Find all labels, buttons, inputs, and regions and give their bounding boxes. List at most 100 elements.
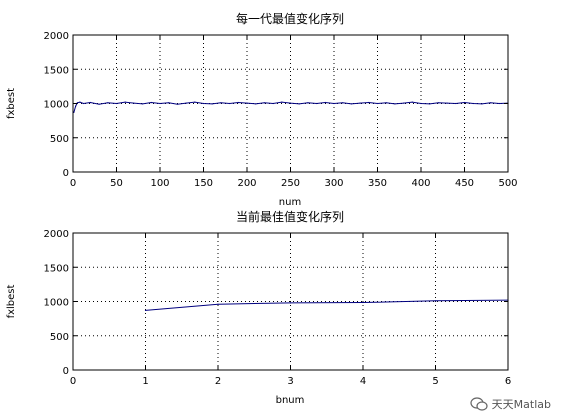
top-chart-series-line (73, 101, 509, 113)
bottom-chart-y-tick-label: 2000 (44, 229, 69, 240)
top-chart-x-ticks: 0 50 100 150 200 250 300 350 400 450 500 (70, 35, 518, 189)
bottom-chart-data-point (289, 302, 292, 304)
bottom-chart-x-tick-label: 0 (70, 376, 76, 387)
top-chart-data-point (281, 101, 283, 103)
top-chart-data-point (490, 102, 492, 104)
bottom-chart-series-line (145, 299, 509, 311)
top-chart-data-point (289, 102, 292, 104)
top-chart-x-tick-label: 450 (455, 178, 474, 189)
top-chart-data-point (185, 102, 187, 104)
top-chart-y-tick-label: 0 (63, 168, 69, 179)
top-chart-y-tick-label: 2000 (44, 31, 69, 42)
top-chart-data-point (481, 103, 483, 105)
top-chart-data-point (272, 102, 274, 105)
top-chart-data-point (437, 102, 439, 104)
top-chart-data-point (124, 101, 126, 103)
bottom-chart-y-tick-label: 500 (50, 332, 69, 343)
top-chart-y-tick-label: 500 (50, 134, 69, 145)
top-chart-x-tick-label: 250 (281, 178, 300, 189)
top-chart-data-point (368, 101, 370, 104)
top-chart-x-tick-label: 50 (110, 178, 123, 189)
bottom-chart-x-tick-label: 5 (432, 376, 438, 387)
bottom-chart-x-tick-label: 4 (360, 376, 366, 387)
top-chart-data-point (429, 103, 431, 105)
bottom-chart-x-ticks: 0 1 2 3 4 5 6 (70, 233, 511, 387)
top-chart-data-point (455, 102, 457, 105)
top-chart-x-tick-label: 300 (324, 178, 343, 189)
top-chart-y-tick-label: 1500 (44, 65, 69, 76)
top-chart: 每一代最值变化序列 0 50 100 150 200 250 300 350 400 450 500… (6, 11, 518, 208)
top-chart-data-point (159, 102, 161, 105)
top-chart-data-point (342, 102, 344, 104)
top-chart-data-point (472, 102, 474, 105)
top-chart-x-tick-label: 400 (411, 178, 430, 189)
top-chart-data-point (385, 102, 387, 104)
bottom-chart-y-axis-label: fxlbest (6, 285, 17, 319)
bottom-chart-x-tick-label: 6 (505, 376, 511, 387)
top-chart-data-point (307, 102, 309, 104)
top-chart-data-point (76, 102, 78, 104)
bottom-chart-y-ticks: 0 500 1000 1500 2000 (44, 229, 508, 377)
bottom-chart-y-tick-label: 0 (63, 366, 69, 377)
top-chart-data-point (115, 102, 118, 105)
top-chart-data-point (79, 101, 81, 103)
top-chart-data-point (194, 101, 196, 103)
top-chart-data-point (359, 102, 361, 104)
top-chart-data-point (89, 101, 91, 104)
top-chart-y-axis-label: fxbest (6, 88, 17, 119)
top-chart-data-point (98, 103, 100, 105)
top-chart-data-point (255, 103, 257, 105)
top-chart-data-point (463, 101, 466, 104)
top-chart-data-point (150, 101, 152, 104)
top-chart-data-point (176, 103, 178, 105)
top-chart-data-point (133, 102, 135, 104)
top-chart-title: 每一代最值变化序列 (236, 11, 344, 26)
top-chart-x-axis-label: num (279, 197, 301, 208)
watermark-text: 天天Matlab (491, 398, 551, 411)
top-chart-x-tick-label: 200 (237, 178, 256, 189)
bottom-chart-x-axis-label: bnum (276, 395, 305, 406)
top-chart-data-point (246, 102, 248, 104)
bottom-chart-y-tick-label: 1500 (44, 263, 69, 274)
top-chart-x-tick-label: 500 (498, 178, 517, 189)
bottom-chart-data-point (362, 301, 364, 304)
top-chart-data-point (324, 101, 326, 104)
top-chart-data-point (498, 102, 500, 105)
top-chart-data-point (142, 103, 144, 105)
watermark: 天天Matlab (470, 396, 551, 412)
top-chart-data-point (75, 105, 77, 107)
top-chart-data-point (237, 101, 239, 104)
top-chart-data-point (394, 103, 396, 105)
bottom-chart-x-tick-label: 3 (287, 376, 293, 387)
bottom-chart-data-point (434, 300, 437, 302)
top-chart-data-point (411, 101, 413, 103)
top-chart-data-point (202, 102, 205, 105)
bottom-chart-x-tick-label: 1 (142, 376, 148, 387)
top-chart-data-point (350, 103, 352, 105)
top-chart-data-point (263, 102, 265, 104)
top-chart-y-tick-label: 1000 (44, 100, 69, 111)
top-chart-x-tick-label: 350 (368, 178, 387, 189)
top-chart-data-point (316, 102, 318, 105)
bottom-chart-grid (73, 233, 508, 370)
top-chart-data-point (211, 103, 213, 105)
top-chart-data-point (168, 102, 170, 104)
top-chart-x-tick-label: 150 (194, 178, 213, 189)
top-chart-data-point (446, 102, 448, 104)
bottom-chart-data-point (217, 303, 219, 305)
top-chart-data-point (376, 102, 379, 105)
bottom-chart-data-point (144, 309, 147, 312)
bottom-chart-title: 当前最佳值变化序列 (236, 209, 344, 224)
top-chart-data-point (220, 102, 222, 104)
top-chart-data-point (229, 102, 231, 105)
top-chart-data-point (333, 102, 335, 105)
top-chart-data-point (420, 102, 422, 105)
top-chart-data-point (82, 102, 85, 105)
top-chart-x-tick-label: 0 (70, 178, 76, 189)
top-chart-data-point (73, 111, 75, 114)
top-chart-data-point (298, 103, 300, 105)
top-chart-data-point (107, 102, 109, 104)
top-chart-series (73, 101, 509, 114)
bottom-chart-y-tick-label: 1000 (44, 298, 69, 309)
